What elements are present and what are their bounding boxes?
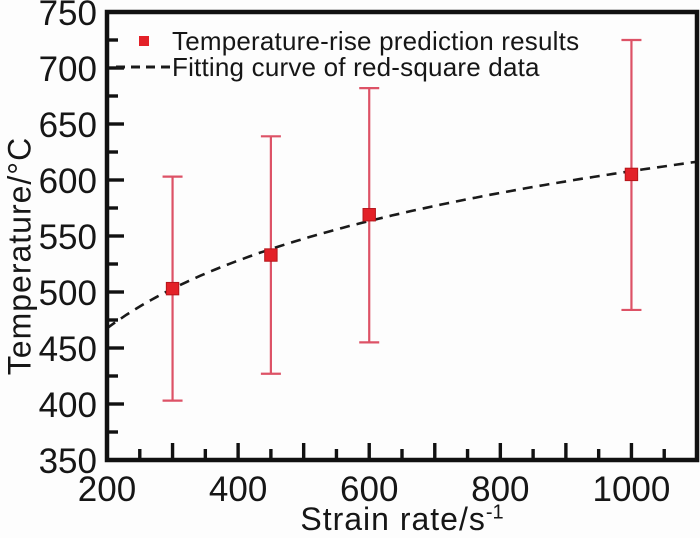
- data-point-square: [624, 167, 639, 182]
- legend-key-prediction: [116, 36, 172, 46]
- y-tick-label: 500: [39, 274, 97, 313]
- red-square-marker-icon: [139, 36, 149, 46]
- y-tick-label: 550: [39, 218, 97, 257]
- x-axis-title-superscript: -1: [485, 501, 504, 524]
- legend: Temperature-rise prediction results Fitt…: [116, 25, 580, 82]
- legend-item-fit: Fitting curve of red-square data: [116, 51, 579, 82]
- legend-item-prediction: Temperature-rise prediction results: [116, 25, 580, 56]
- x-tick-label: 800: [471, 470, 529, 509]
- x-axis-title-text: Strain rate/s: [300, 501, 486, 537]
- data-point-square: [165, 281, 180, 296]
- y-tick-label: 750: [39, 0, 97, 33]
- y-tick-label: 650: [39, 106, 97, 145]
- data-point-square: [362, 208, 376, 222]
- x-tick-label: 1000: [593, 470, 671, 509]
- data-point-square: [264, 248, 278, 262]
- legend-label-fit: Fitting curve of red-square data: [172, 51, 540, 82]
- y-tick-label: 450: [39, 330, 97, 369]
- legend-label-prediction: Temperature-rise prediction results: [172, 25, 580, 56]
- legend-key-fit: [116, 63, 172, 71]
- fitting-curve: [106, 160, 698, 330]
- y-tick-label: 600: [39, 162, 97, 201]
- y-tick-label: 700: [39, 50, 97, 89]
- plot-frame: [104, 9, 700, 463]
- y-tick-label: 400: [39, 386, 97, 425]
- y-tick-label: 350: [39, 442, 97, 481]
- dashed-line-marker-icon: [116, 65, 172, 69]
- y-axis-title: Temperature/°C: [1, 136, 38, 376]
- x-tick-label: 600: [340, 470, 398, 509]
- x-tick-label: 200: [78, 470, 136, 509]
- x-tick-label: 400: [209, 470, 267, 509]
- x-axis-title: Strain rate/s-1: [300, 501, 503, 538]
